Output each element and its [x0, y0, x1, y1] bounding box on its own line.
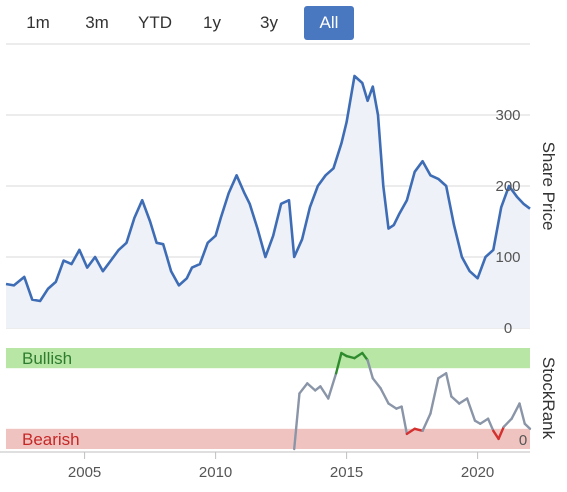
- stockrank-segment: [298, 382, 309, 395]
- range-button-3y[interactable]: 3y: [260, 13, 278, 32]
- band-bullish: [6, 348, 530, 369]
- stockrank-segment: [361, 351, 369, 362]
- stockrank-segment: [327, 372, 338, 400]
- stockrank-segment: [400, 405, 409, 436]
- range-button-3m[interactable]: 3m: [85, 13, 109, 32]
- stockrank-segment: [293, 392, 301, 451]
- price-area: [6, 76, 530, 328]
- x-tick-2010: 2010: [199, 464, 232, 481]
- range-button-all[interactable]: All: [304, 6, 354, 40]
- stockrank-segment: [492, 429, 500, 441]
- stockrank-segment: [405, 427, 416, 436]
- x-tick-2020: 2020: [461, 464, 494, 481]
- stockrank-segment: [510, 402, 521, 420]
- stockrank-segment: [518, 402, 526, 425]
- range-button-1y[interactable]: 1y: [203, 13, 221, 32]
- stockrank-segment: [345, 354, 356, 360]
- stockrank-segment: [353, 351, 364, 360]
- stockrank-segment: [421, 412, 432, 433]
- stockrank-segment: [306, 382, 317, 392]
- stockrank-segment: [450, 395, 461, 405]
- x-tick-2015: 2015: [330, 464, 363, 481]
- stockrank-segment: [437, 372, 448, 380]
- stockrank-segment: [465, 397, 477, 422]
- stockrank-axis-label: StockRank: [539, 357, 558, 440]
- stockrank-segment: [371, 377, 382, 390]
- price-tick-300: 300: [495, 107, 520, 124]
- range-button-ytd[interactable]: YTD: [138, 13, 172, 32]
- stockrank-segment: [486, 417, 495, 433]
- range-selector: 1m 3m YTD 1y 3y All: [0, 0, 567, 44]
- price-tick-0: 0: [504, 320, 512, 337]
- stockrank-segment: [444, 372, 453, 398]
- stockrank-tick-0: 0: [519, 432, 527, 449]
- stockrank-segment: [502, 417, 513, 428]
- price-tick-100: 100: [495, 249, 520, 266]
- stockrank-segment: [334, 351, 343, 375]
- stockrank-segment: [319, 385, 330, 400]
- stockrank-segment: [379, 387, 390, 405]
- stockrank-segment: [387, 402, 398, 410]
- range-button-1m[interactable]: 1m: [26, 13, 50, 32]
- x-tick-2005: 2005: [68, 464, 101, 481]
- band-label-bearish: Bearish: [22, 430, 80, 449]
- band-label-bullish: Bullish: [22, 349, 72, 368]
- price-axis-label: Share Price: [539, 142, 558, 231]
- price-tick-200: 200: [495, 178, 520, 195]
- stockrank-segment: [523, 422, 532, 430]
- stockrank-segment: [458, 397, 469, 405]
- stockrank-segment: [479, 417, 490, 425]
- stockrank-segment: [497, 425, 505, 441]
- stockrank-segment: [413, 427, 424, 433]
- stockrank-segment: [429, 377, 440, 415]
- stockrank-segment: [366, 358, 374, 380]
- band-bearish: [6, 428, 530, 449]
- price-line: [5, 74, 531, 303]
